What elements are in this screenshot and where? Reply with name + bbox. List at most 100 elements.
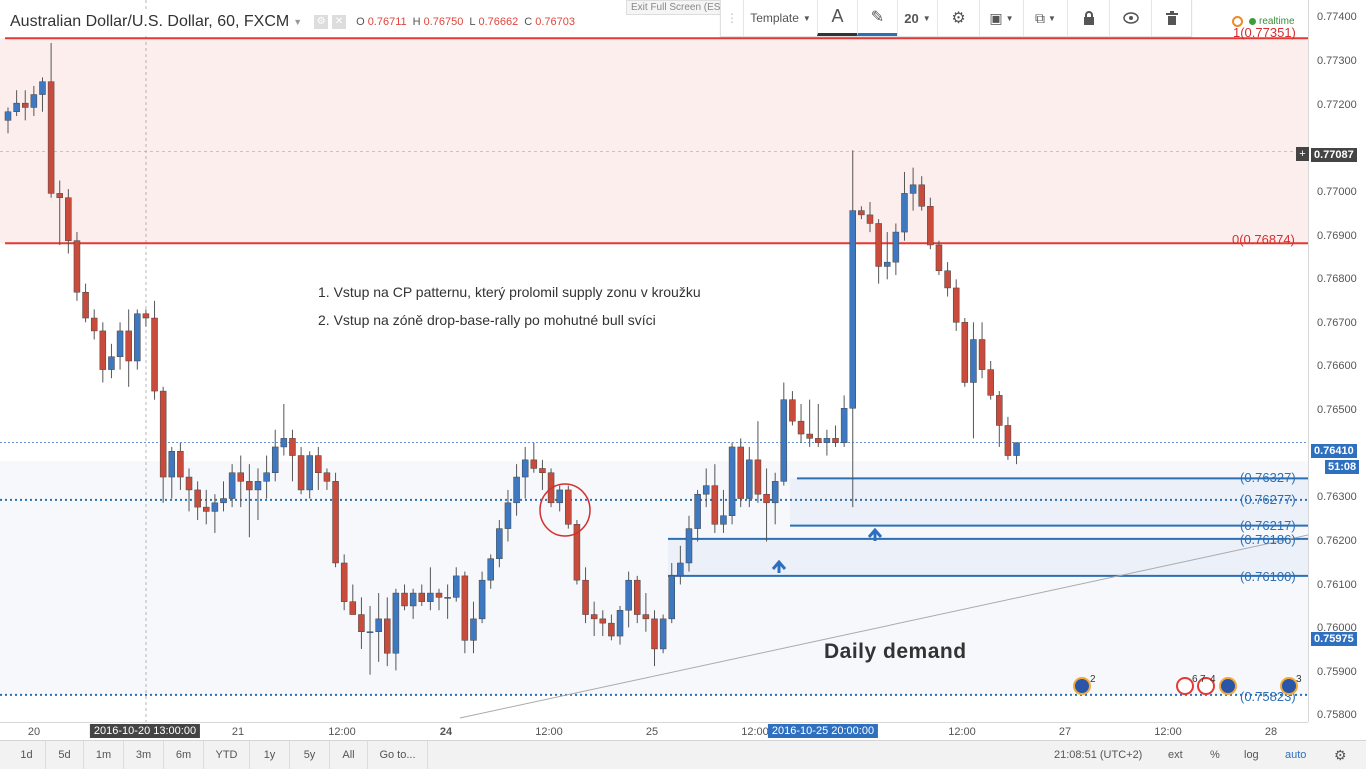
bull-candle[interactable] xyxy=(254,481,262,491)
bear-candle[interactable] xyxy=(47,81,55,194)
bull-candle[interactable] xyxy=(504,502,512,529)
bear-candle[interactable] xyxy=(573,524,581,581)
bear-candle[interactable] xyxy=(582,579,589,615)
bull-candle[interactable] xyxy=(771,481,779,504)
bear-candle[interactable] xyxy=(642,614,650,620)
supply-zone[interactable] xyxy=(0,38,1308,244)
bear-candle[interactable] xyxy=(530,459,538,469)
range-ytd-button[interactable]: YTD xyxy=(204,741,250,769)
bull-candle[interactable] xyxy=(909,184,917,194)
bull-candle[interactable] xyxy=(677,562,684,577)
bear-candle[interactable] xyxy=(927,206,934,246)
supply-break-circle[interactable] xyxy=(539,483,591,537)
bear-candle[interactable] xyxy=(711,485,719,525)
bear-candle[interactable] xyxy=(340,562,348,602)
bear-candle[interactable] xyxy=(332,481,339,564)
bear-candle[interactable] xyxy=(944,270,951,289)
bull-candle[interactable] xyxy=(13,102,20,112)
bull-candle[interactable] xyxy=(746,459,753,499)
bear-candle[interactable] xyxy=(815,438,822,443)
range-6m-button[interactable]: 6m xyxy=(164,741,204,769)
bear-candle[interactable] xyxy=(65,197,72,241)
bottom-toolbar[interactable]: 1d 5d 1m 3m 6m YTD 1y 5y All Go to... 21… xyxy=(0,740,1366,769)
goto-button[interactable]: Go to... xyxy=(368,741,428,769)
bull-candle[interactable] xyxy=(668,575,675,620)
bear-candle[interactable] xyxy=(987,369,994,396)
hide-button[interactable] xyxy=(1109,0,1151,36)
log-toggle[interactable]: log xyxy=(1244,749,1259,761)
range-5d-button[interactable]: 5d xyxy=(46,741,84,769)
settings-button[interactable]: ⚙ xyxy=(937,0,979,36)
bull-candle[interactable] xyxy=(685,528,693,564)
visibility-layers-button[interactable]: ▣ ▼ xyxy=(979,0,1023,36)
bear-candle[interactable] xyxy=(590,614,598,620)
event-icon[interactable] xyxy=(1176,677,1194,695)
bear-candle[interactable] xyxy=(565,489,572,525)
bull-candle[interactable] xyxy=(366,631,374,633)
bear-candle[interactable] xyxy=(358,614,365,632)
bull-candle[interactable] xyxy=(728,446,736,516)
settings-icon[interactable]: ⚙ xyxy=(314,15,329,29)
bear-candle[interactable] xyxy=(349,601,357,615)
bull-candle[interactable] xyxy=(220,498,227,504)
bear-candle[interactable] xyxy=(73,240,81,293)
bear-candle[interactable] xyxy=(599,618,607,624)
bull-candle[interactable] xyxy=(1013,442,1020,456)
price-axis[interactable]: 0.77400 0.77300 0.77200 0.77087 0.77000 … xyxy=(1296,0,1366,722)
plus-icon[interactable]: + xyxy=(1296,147,1309,161)
bull-candle[interactable] xyxy=(168,451,176,478)
bull-candle[interactable] xyxy=(271,446,279,473)
entry-arrow-up-icon[interactable] xyxy=(771,559,787,570)
bear-candle[interactable] xyxy=(289,438,296,456)
bear-candle[interactable] xyxy=(996,395,1003,426)
bear-candle[interactable] xyxy=(177,451,184,478)
bear-candle[interactable] xyxy=(1004,425,1012,456)
range-3m-button[interactable]: 3m xyxy=(124,741,164,769)
bear-candle[interactable] xyxy=(952,287,960,323)
bear-candle[interactable] xyxy=(142,313,150,319)
bear-candle[interactable] xyxy=(246,481,253,491)
drawing-toolbar[interactable]: ⋮ Template ▼ A ✎ 20 ▼ ⚙ ▣ ▼ ⧉ ▼ xyxy=(720,0,1192,37)
bull-candle[interactable] xyxy=(39,81,46,95)
bull-candle[interactable] xyxy=(694,493,701,529)
bull-candle[interactable] xyxy=(263,472,270,482)
bull-candle[interactable] xyxy=(228,472,236,499)
bull-candle[interactable] xyxy=(823,438,831,443)
bear-candle[interactable] xyxy=(435,592,443,598)
bull-candle[interactable] xyxy=(392,592,400,654)
bull-candle[interactable] xyxy=(108,356,115,370)
bear-candle[interactable] xyxy=(806,433,813,439)
bull-candle[interactable] xyxy=(659,618,667,650)
bull-candle[interactable] xyxy=(487,558,494,581)
gear-icon[interactable]: ⚙ xyxy=(1334,746,1347,763)
range-all-button[interactable]: All xyxy=(330,741,368,769)
bear-candle[interactable] xyxy=(858,210,865,216)
bear-candle[interactable] xyxy=(82,291,89,319)
line-width-dropdown[interactable]: 20 ▼ xyxy=(897,0,937,36)
bear-candle[interactable] xyxy=(151,317,158,392)
ext-toggle[interactable]: ext xyxy=(1168,749,1183,761)
bear-candle[interactable] xyxy=(315,455,322,473)
demand-zone-upper[interactable] xyxy=(790,478,1308,526)
event-icon[interactable] xyxy=(1073,677,1091,695)
bear-candle[interactable] xyxy=(461,575,469,641)
bear-candle[interactable] xyxy=(918,184,925,207)
bear-candle[interactable] xyxy=(203,506,210,512)
bear-candle[interactable] xyxy=(21,102,29,108)
bull-candle[interactable] xyxy=(280,438,288,448)
bear-candle[interactable] xyxy=(99,330,107,370)
event-icon[interactable] xyxy=(1219,677,1237,695)
bull-candle[interactable] xyxy=(444,597,451,599)
range-1d-button[interactable]: 1d xyxy=(8,741,46,769)
bull-candle[interactable] xyxy=(521,459,529,478)
bull-candle[interactable] xyxy=(780,399,788,482)
bear-candle[interactable] xyxy=(539,468,546,473)
text-color-button[interactable]: A xyxy=(817,0,857,36)
bear-candle[interactable] xyxy=(875,223,882,267)
bear-candle[interactable] xyxy=(866,214,874,224)
daily-demand-label[interactable]: Daily demand xyxy=(824,640,967,663)
bear-candle[interactable] xyxy=(978,339,986,370)
bear-candle[interactable] xyxy=(194,489,201,508)
entry-arrow-up-icon[interactable] xyxy=(867,527,883,538)
bear-candle[interactable] xyxy=(56,193,63,198)
